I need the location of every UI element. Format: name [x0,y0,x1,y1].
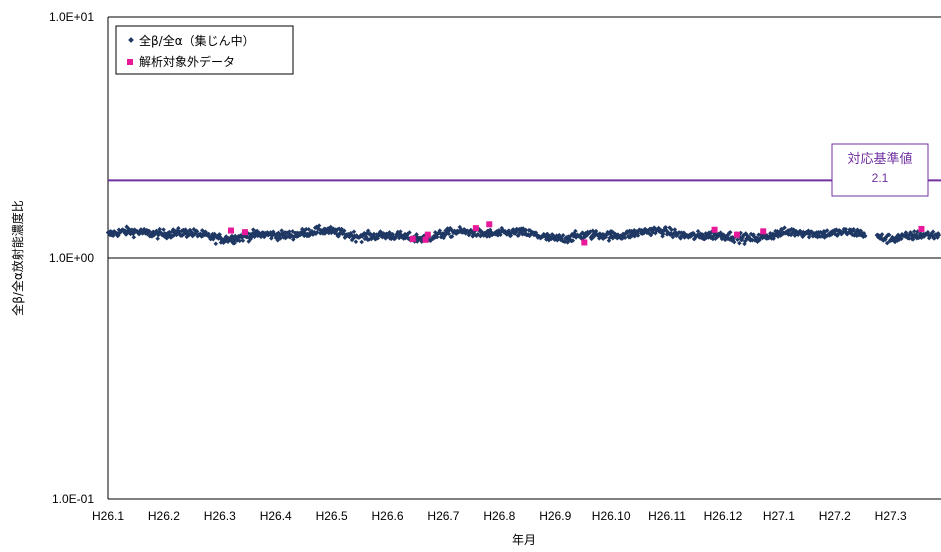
x-tick-label: H26.8 [483,509,515,523]
data-point [434,234,440,240]
x-tick-label: H27.3 [875,509,907,523]
x-tick-label: H26.11 [648,509,686,523]
y-tick-label-bottom: 1.0E-01 [52,492,94,506]
series-excluded-points [227,221,925,246]
data-point [303,226,309,232]
data-point [353,239,359,245]
excluded-data-point [581,239,588,246]
x-tick-labels: H26.1 H26.2 H26.3 H26.4 H26.5 H26.6 H26.7 H26.8… [92,509,907,523]
legend-label-excluded: 解析対象外データ [139,54,235,69]
x-tick-label: H26.1 [92,509,124,523]
x-tick-label: H26.5 [316,509,348,523]
x-tick-label: H26.6 [372,509,404,523]
x-tick-label: H26.2 [148,509,180,523]
data-point [378,229,383,234]
reference-label: 対応基準値 [847,151,912,167]
x-axis-title: 年月 [512,533,536,547]
excluded-data-point [424,231,431,238]
data-point [155,236,160,241]
y-tick-label-mid: 1.0E+00 [49,251,94,265]
data-point [375,236,381,241]
excluded-data-point [486,221,493,228]
legend: 全β/全α（集じん中） 解析対象外データ [115,25,294,75]
excluded-data-point [409,235,416,242]
excluded-data-point [711,226,718,233]
x-tick-label: H27.1 [763,509,795,523]
reference-value: 2.1 [872,171,889,185]
x-tick-label: H26.7 [427,509,459,523]
excluded-data-point [472,225,479,232]
excluded-data-point [733,231,740,238]
excluded-data-point [760,228,767,235]
data-point [213,241,219,246]
x-tick-label: H26.12 [704,509,743,523]
data-point [449,234,455,239]
data-point [359,239,364,245]
reference-callout-box [831,143,929,197]
data-point [287,229,292,234]
x-tick-label: H26.3 [204,509,236,523]
x-tick-label: H26.10 [592,509,631,523]
data-point [110,233,116,239]
data-point [131,235,137,240]
reference-line-group: 対応基準値 2.1 [108,143,941,197]
excluded-data-point [422,236,429,243]
data-point [342,228,347,234]
legend-label-main: 全β/全α（集じん中） [139,33,255,48]
y-tick-label-top: 1.0E+01 [49,10,94,24]
excluded-data-point [241,229,248,236]
legend-marker-square [127,59,133,65]
series-main-points [105,223,941,247]
x-tick-label: H26.9 [539,509,571,523]
data-point [161,227,166,232]
excluded-data-point [918,225,925,232]
y-axis-title: 全β/全α放射能濃度比 [10,200,25,316]
legend-box [115,25,294,75]
x-tick-label: H27.2 [819,509,851,523]
excluded-data-point [227,227,234,234]
x-tick-label: H26.4 [260,509,292,523]
